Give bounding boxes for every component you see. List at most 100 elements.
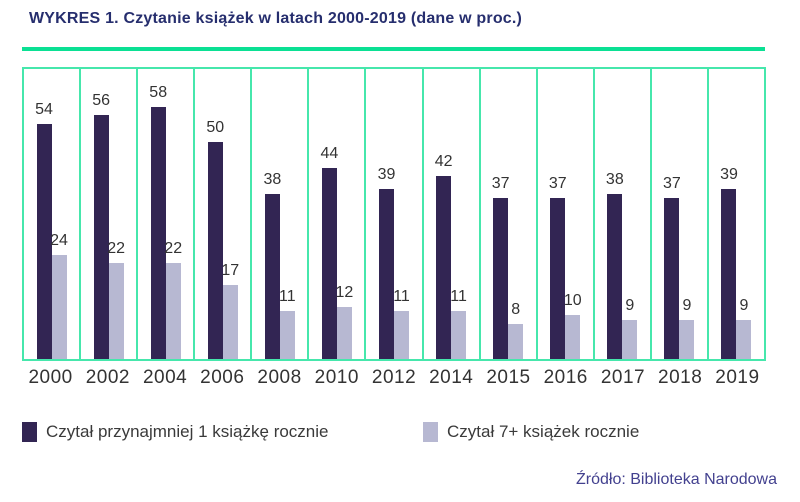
bar-read-1plus xyxy=(207,142,223,359)
bar-read-1plus xyxy=(264,194,280,359)
bar-column-read-7plus: 9 xyxy=(679,298,695,359)
year-cell: 50 17 xyxy=(195,69,253,359)
bar-pair: 42 11 xyxy=(434,153,467,359)
x-axis-label: 2006 xyxy=(200,367,245,388)
bar-column-read-7plus: 8 xyxy=(508,301,524,359)
bar-column-read-7plus: 11 xyxy=(450,288,467,359)
bar-read-7plus xyxy=(108,263,124,359)
bar-pair: 37 8 xyxy=(491,175,524,359)
bar-column-read-7plus: 11 xyxy=(393,289,410,359)
bar-value-label: 39 xyxy=(377,166,396,183)
bar-read-1plus xyxy=(721,189,737,359)
bar-pair: 38 9 xyxy=(605,171,638,359)
bar-column-read-7plus: 22 xyxy=(164,240,183,359)
bar-read-1plus xyxy=(379,189,394,359)
legend-label-read-1plus: Czytał przynajmniej 1 książkę rocznie xyxy=(46,422,329,441)
bar-pair: 50 17 xyxy=(206,119,240,359)
bar-read-1plus xyxy=(36,124,52,359)
bar-column-read-1plus: 37 xyxy=(491,175,510,359)
bar-column-read-7plus: 22 xyxy=(107,241,125,359)
bar-value-label: 11 xyxy=(450,288,467,305)
bar-read-1plus xyxy=(493,198,509,359)
bar-value-label: 9 xyxy=(739,297,749,314)
bar-value-label: 37 xyxy=(548,175,567,192)
bar-read-7plus xyxy=(279,311,295,359)
x-axis-label: 2002 xyxy=(85,367,130,388)
legend-swatch-read-7plus xyxy=(423,422,438,442)
bar-value-label: 42 xyxy=(434,153,453,170)
bar-value-label: 37 xyxy=(663,175,681,192)
legend-swatch-read-1plus xyxy=(22,422,37,442)
bar-pair: 37 10 xyxy=(548,175,582,359)
bar-value-label: 12 xyxy=(335,284,354,301)
bar-value-label: 38 xyxy=(263,171,282,188)
bar-column-read-1plus: 39 xyxy=(720,166,738,359)
bar-value-label: 10 xyxy=(563,292,582,309)
x-axis-label: 2012 xyxy=(371,367,417,388)
bar-value-label: 8 xyxy=(511,301,521,318)
bar-value-label: 9 xyxy=(625,297,635,314)
bar-value-label: 39 xyxy=(720,166,738,183)
source-note: Źródło: Biblioteka Narodowa xyxy=(576,471,777,488)
bar-value-label: 38 xyxy=(605,171,624,188)
year-cell: 58 22 xyxy=(138,69,196,359)
bar-value-label: 50 xyxy=(206,119,225,136)
bar-column-read-7plus: 9 xyxy=(622,297,638,359)
bar-value-label: 58 xyxy=(149,84,168,101)
bar-column-read-1plus: 37 xyxy=(663,175,681,359)
bar-read-7plus xyxy=(679,320,695,359)
bar-column-read-1plus: 37 xyxy=(548,175,567,359)
bar-column-read-1plus: 54 xyxy=(35,102,53,359)
bar-pair: 58 22 xyxy=(149,84,183,359)
bar-read-1plus xyxy=(550,198,566,359)
bar-read-7plus xyxy=(508,324,524,359)
bar-read-7plus xyxy=(51,255,67,359)
bar-read-1plus xyxy=(321,168,337,359)
legend-label-read-7plus: Czytał 7+ książek rocznie xyxy=(447,422,640,441)
x-axis-label: 2019 xyxy=(715,367,760,388)
x-axis-label: 2010 xyxy=(314,367,359,388)
bar-value-label: 22 xyxy=(164,240,183,257)
bar-read-7plus xyxy=(736,320,752,359)
plot-area: 54 24 56 22 58 22 50 17 38 11 44 12 39 11 42 11 37 8 37 10 3… xyxy=(22,67,766,361)
year-cell: 37 8 xyxy=(481,69,538,359)
bar-read-1plus xyxy=(93,115,109,359)
bar-pair: 39 11 xyxy=(377,166,410,359)
bar-pair: 54 24 xyxy=(35,102,68,359)
x-axis-label: 2000 xyxy=(28,367,73,388)
bar-read-1plus xyxy=(436,176,452,359)
x-axis-label: 2017 xyxy=(600,367,646,388)
bar-read-1plus xyxy=(150,107,166,359)
legend-item-read-7plus: Czytał 7+ książek rocznie xyxy=(423,422,639,442)
x-axis-label: 2004 xyxy=(142,367,188,388)
bar-column-read-1plus: 42 xyxy=(434,153,453,359)
x-axis-label: 2015 xyxy=(486,367,531,388)
x-axis: 2000 2002 2004 2006 2008 2010 2012 2014 2015 2016… xyxy=(22,367,766,389)
bar-column-read-1plus: 44 xyxy=(321,146,338,359)
bar-read-1plus xyxy=(607,194,623,359)
bar-read-1plus xyxy=(664,198,680,359)
year-cell: 54 24 xyxy=(24,69,82,359)
bar-pair: 37 9 xyxy=(663,175,695,359)
bar-value-label: 11 xyxy=(279,288,296,305)
bar-pair: 38 11 xyxy=(263,171,296,359)
bar-value-label: 37 xyxy=(491,175,510,192)
bar-pair: 56 22 xyxy=(92,92,125,359)
bar-column-read-1plus: 56 xyxy=(92,92,111,359)
bar-read-7plus xyxy=(336,307,352,359)
legend-item-read-1plus: Czytał przynajmniej 1 książkę rocznie xyxy=(22,422,329,442)
year-cell: 42 11 xyxy=(424,69,481,359)
bar-value-label: 17 xyxy=(221,262,240,279)
year-cell: 38 9 xyxy=(595,69,652,359)
bar-value-label: 56 xyxy=(92,92,111,109)
bar-column-read-7plus: 24 xyxy=(50,232,68,359)
year-cell: 37 9 xyxy=(652,69,709,359)
bar-read-7plus xyxy=(222,285,238,359)
bar-column-read-1plus: 58 xyxy=(149,84,168,359)
bar-read-7plus xyxy=(565,315,581,359)
bar-column-read-7plus: 12 xyxy=(335,284,354,359)
bar-pair: 39 9 xyxy=(720,166,752,359)
bar-pair: 44 12 xyxy=(321,146,354,359)
bar-value-label: 24 xyxy=(50,232,68,249)
